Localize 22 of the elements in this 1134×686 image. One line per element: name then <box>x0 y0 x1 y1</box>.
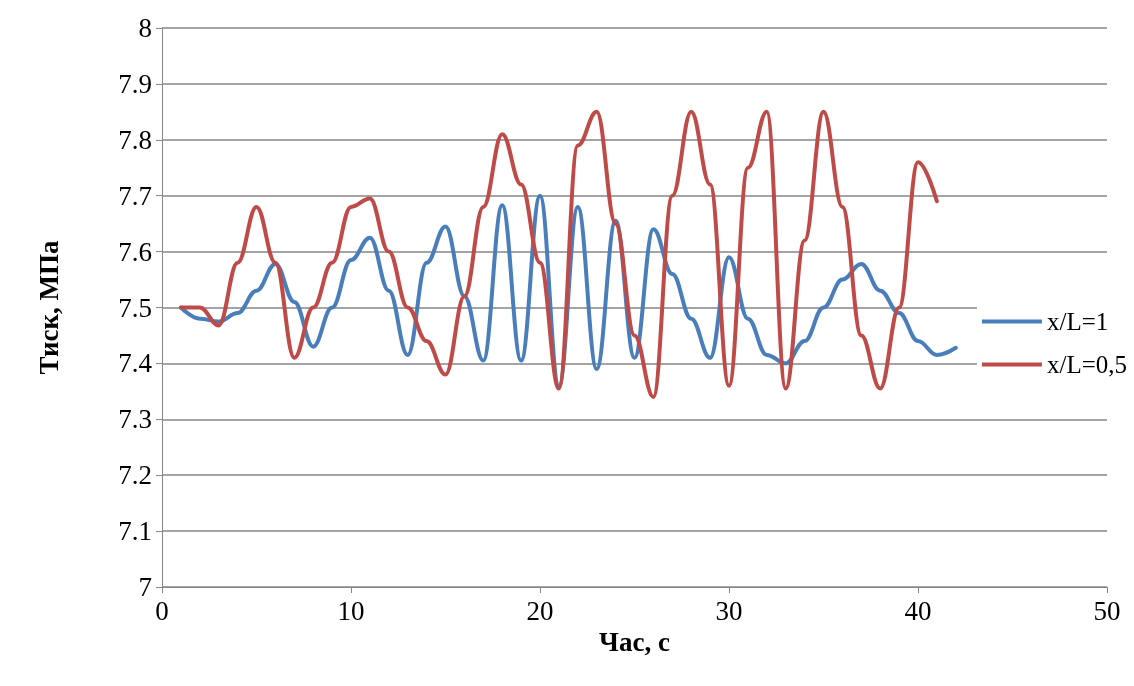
x-tick-label: 40 <box>904 595 932 626</box>
legend-label: x/L=1 <box>1046 308 1109 335</box>
x-tick-label: 50 <box>1093 595 1121 626</box>
y-tick-label: 7.9 <box>118 68 152 99</box>
y-tick-label: 7 <box>138 572 152 602</box>
y-tick-label: 7.3 <box>118 404 152 435</box>
legend-label: x/L=0,5 <box>1046 351 1128 378</box>
x-axis-title: Час, с <box>599 627 670 658</box>
x-tick-label: 20 <box>526 595 554 626</box>
y-tick-label: 8 <box>138 13 152 43</box>
x-tick-label: 10 <box>337 595 365 626</box>
y-tick-label: 7.1 <box>118 516 152 547</box>
x-tick-label: 0 <box>155 595 169 626</box>
y-tick-label: 7.4 <box>118 348 153 379</box>
y-tick-label: 7.8 <box>118 124 152 155</box>
line-series <box>178 109 939 399</box>
y-tick-label: 7.7 <box>118 180 152 211</box>
y-axis-title: Тиск, МПа <box>33 240 64 375</box>
y-tick-label: 7.6 <box>118 236 152 267</box>
x-tick-label: 30 <box>715 595 743 626</box>
y-tick-label: 7.5 <box>118 292 152 323</box>
y-tick-label: 7.2 <box>118 460 152 491</box>
